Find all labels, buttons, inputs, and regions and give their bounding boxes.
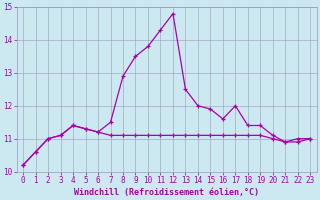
X-axis label: Windchill (Refroidissement éolien,°C): Windchill (Refroidissement éolien,°C): [74, 188, 259, 197]
